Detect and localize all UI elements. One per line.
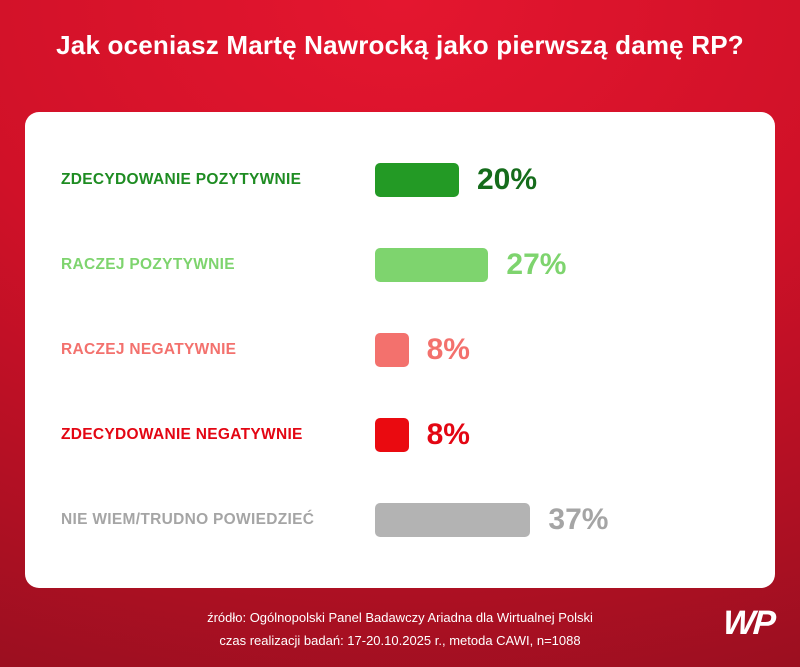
value-label: 8% [426, 417, 470, 451]
category-label: NIE WIEM/TRUDNO POWIEDZIEĆ [61, 510, 315, 528]
bar [375, 417, 409, 452]
source-footer: źródło: Ogólnopolski Panel Badawczy Aria… [0, 606, 800, 653]
chart-row: RACZEJ NEGATYWNIE 8% [61, 332, 739, 367]
wp-logo: WP [721, 604, 776, 642]
page-title: Jak oceniasz Martę Nawrocką jako pierwsz… [56, 30, 744, 60]
value-label: 37% [548, 502, 609, 536]
chart-card: ZDECYDOWANIE POZYTYWNIE 20% RACZEJ POZYT… [25, 112, 775, 588]
value-label: 27% [506, 248, 567, 282]
chart-row: NIE WIEM/TRUDNO POWIEDZIEĆ 37% [61, 502, 739, 537]
bar [375, 163, 459, 198]
chart-row: ZDECYDOWANIE POZYTYWNIE 20% [61, 163, 739, 198]
value-label: 20% [477, 163, 538, 197]
bar [375, 332, 409, 367]
category-label: RACZEJ POZYTYWNIE [61, 256, 235, 274]
category-label: ZDECYDOWANIE NEGATYWNIE [61, 425, 303, 443]
chart-row: ZDECYDOWANIE NEGATYWNIE 8% [61, 417, 739, 452]
bar [375, 248, 489, 283]
category-label: ZDECYDOWANIE POZYTYWNIE [61, 171, 302, 189]
bar [375, 502, 531, 537]
source-line: źródło: Ogólnopolski Panel Badawczy Aria… [207, 610, 593, 625]
category-label: RACZEJ NEGATYWNIE [61, 340, 237, 358]
value-label: 8% [426, 332, 470, 366]
chart-row: RACZEJ POZYTYWNIE 27% [61, 248, 739, 283]
methodology-line: czas realizacji badań: 17-20.10.2025 r.,… [219, 633, 581, 649]
